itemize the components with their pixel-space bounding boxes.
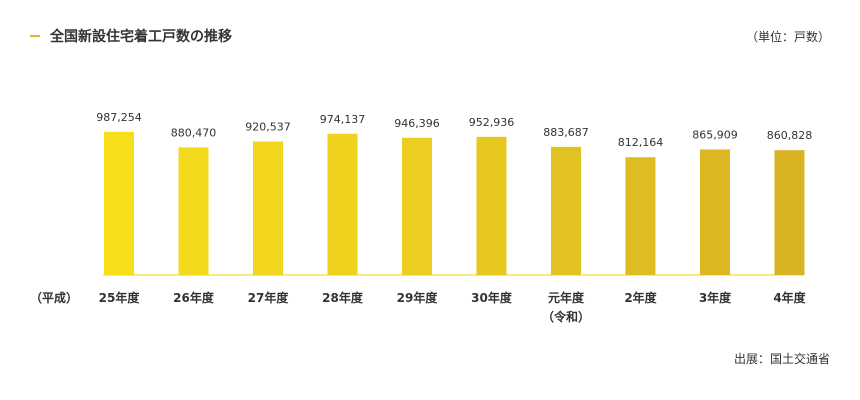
source-note: 出展：国土交通省 xyxy=(733,352,830,366)
unit-label: （単位：戸数） xyxy=(745,30,830,44)
value-label-5: 946,396 xyxy=(394,117,440,130)
bar-4 xyxy=(327,133,358,275)
bar-8 xyxy=(625,157,656,275)
bar-9 xyxy=(700,149,730,275)
value-labels-group: 987,254 880,470 920,537 974,137 946,396 952,9… xyxy=(96,111,812,149)
category-label-6: 30年度 xyxy=(471,290,513,305)
bar-5 xyxy=(402,137,432,275)
value-label-3: 920,537 xyxy=(245,121,291,134)
value-label-10: 860,828 xyxy=(767,129,813,142)
category-label-3: 27年度 xyxy=(248,290,290,305)
bar-1 xyxy=(104,131,134,275)
category-label-9: 3年度 xyxy=(699,290,732,305)
bar-7 xyxy=(551,146,581,275)
title-marker xyxy=(30,35,40,37)
category-label-8: 2年度 xyxy=(624,290,657,305)
category-label-4: 28年度 xyxy=(322,290,364,305)
category-label-7: 元年度 xyxy=(548,290,585,305)
category-sublabel-7: （令和） xyxy=(542,309,590,324)
value-label-9: 865,909 xyxy=(692,128,738,141)
category-label-2: 26年度 xyxy=(173,290,215,305)
value-label-4: 974,137 xyxy=(320,113,366,126)
bars-group xyxy=(104,131,805,275)
chart-title: 全国新設住宅着工戸数の推移 xyxy=(50,29,232,45)
category-label-10: 4年度 xyxy=(773,290,806,305)
bar-10 xyxy=(774,150,805,275)
category-labels-group: 25年度 26年度 27年度 28年度 29年度 30年度 元年度 （令和） 2年度 3年度 4年度 xyxy=(99,290,807,324)
category-label-1: 25年度 xyxy=(99,290,141,305)
era-label-heisei: （平成） xyxy=(30,290,78,305)
value-label-2: 880,470 xyxy=(171,126,217,139)
bar-3 xyxy=(253,141,283,275)
bar-6 xyxy=(476,136,507,275)
value-label-1: 987,254 xyxy=(96,111,142,124)
value-label-8: 812,164 xyxy=(618,136,664,149)
category-label-5: 29年度 xyxy=(397,290,439,305)
value-label-7: 883,687 xyxy=(543,126,589,139)
value-label-6: 952,936 xyxy=(469,116,515,129)
bar-2 xyxy=(178,147,209,275)
chart-header: 全国新設住宅着工戸数の推移 xyxy=(30,26,232,46)
